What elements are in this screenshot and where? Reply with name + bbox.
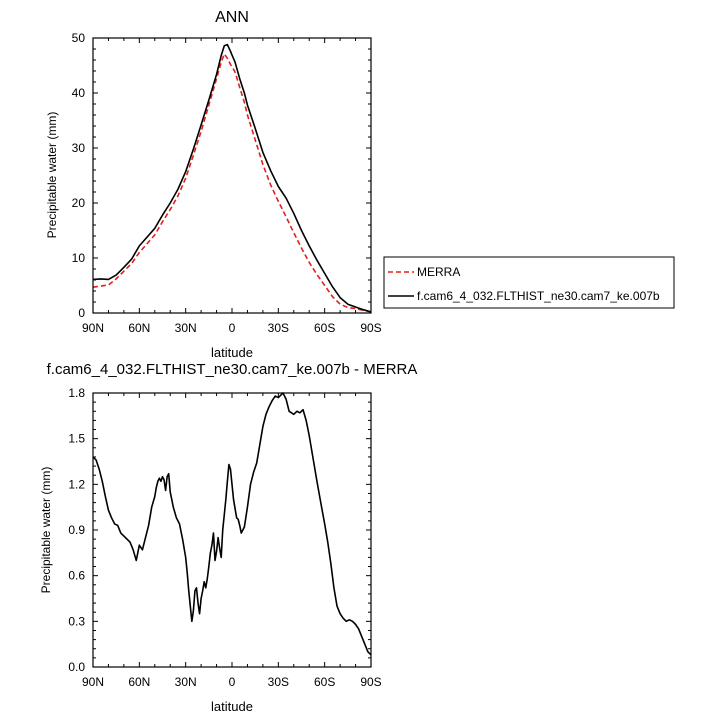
top-chart-title: ANN (215, 9, 249, 26)
top-x-tick-label: 30N (175, 321, 197, 335)
bottom-x-tick-label: 90S (360, 675, 381, 689)
top-panel: ANN 90N 60N 30N 0 30S 60S 90S 0 10 20 30 40 50 latit… (45, 9, 675, 360)
top-y-tick-label: 50 (72, 31, 86, 45)
legend-label-merra: MERRA (417, 265, 460, 279)
top-plot-frame (92, 37, 372, 314)
bottom-y-tick-label: 0.6 (68, 569, 85, 583)
bottom-y-tick-label: 1.8 (68, 386, 85, 400)
legend-box (383, 256, 675, 309)
bottom-x-tick-label: 30N (175, 675, 197, 689)
bottom-x-tick-label: 90N (82, 675, 104, 689)
top-x-tick-label: 0 (229, 321, 236, 335)
bottom-x-tick-label: 30S (268, 675, 289, 689)
top-y-tick-label: 20 (72, 196, 86, 210)
top-y-tick-label: 0 (78, 306, 85, 320)
bottom-y-tick-label: 0.9 (68, 523, 85, 537)
bottom-series-line-0 (92, 392, 372, 656)
top-x-tick-label: 90S (360, 321, 381, 335)
top-series-line-1 (92, 43, 372, 313)
top-x-tick-label: 30S (268, 321, 289, 335)
legend-label-model: f.cam6_4_032.FLTHIST_ne30.cam7_ke.007b (417, 289, 660, 303)
top-x-tick-label: 60N (128, 321, 150, 335)
bottom-x-tick-label: 0 (229, 675, 236, 689)
bottom-y-tick-label: 1.2 (68, 477, 85, 491)
bottom-panel: f.cam6_4_032.FLTHIST_ne30.cam7_ke.007b -… (39, 361, 417, 714)
top-series-line-0 (92, 53, 372, 313)
legend: MERRA f.cam6_4_032.FLTHIST_ne30.cam7_ke.… (383, 256, 675, 309)
bottom-y-tick-label: 0.0 (68, 660, 85, 674)
top-x-axis-label: latitude (211, 345, 253, 360)
top-y-tick-label: 30 (72, 141, 86, 155)
top-y-tick-label: 40 (72, 86, 86, 100)
top-y-tick-label: 10 (72, 251, 86, 265)
bottom-x-tick-label: 60S (314, 675, 335, 689)
bottom-x-axis-label: latitude (211, 699, 253, 714)
bottom-chart-title: f.cam6_4_032.FLTHIST_ne30.cam7_ke.007b -… (47, 361, 418, 378)
top-y-axis-label: Precipitable water (mm) (45, 112, 59, 239)
bottom-y-tick-label: 1.5 (68, 432, 85, 446)
bottom-y-axis-label: Precipitable water (mm) (39, 467, 53, 594)
bottom-x-tick-label: 60N (128, 675, 150, 689)
top-x-tick-label: 60S (314, 321, 335, 335)
bottom-plot-frame (92, 392, 372, 668)
top-x-tick-label: 90N (82, 321, 104, 335)
bottom-y-tick-label: 0.3 (68, 614, 85, 628)
